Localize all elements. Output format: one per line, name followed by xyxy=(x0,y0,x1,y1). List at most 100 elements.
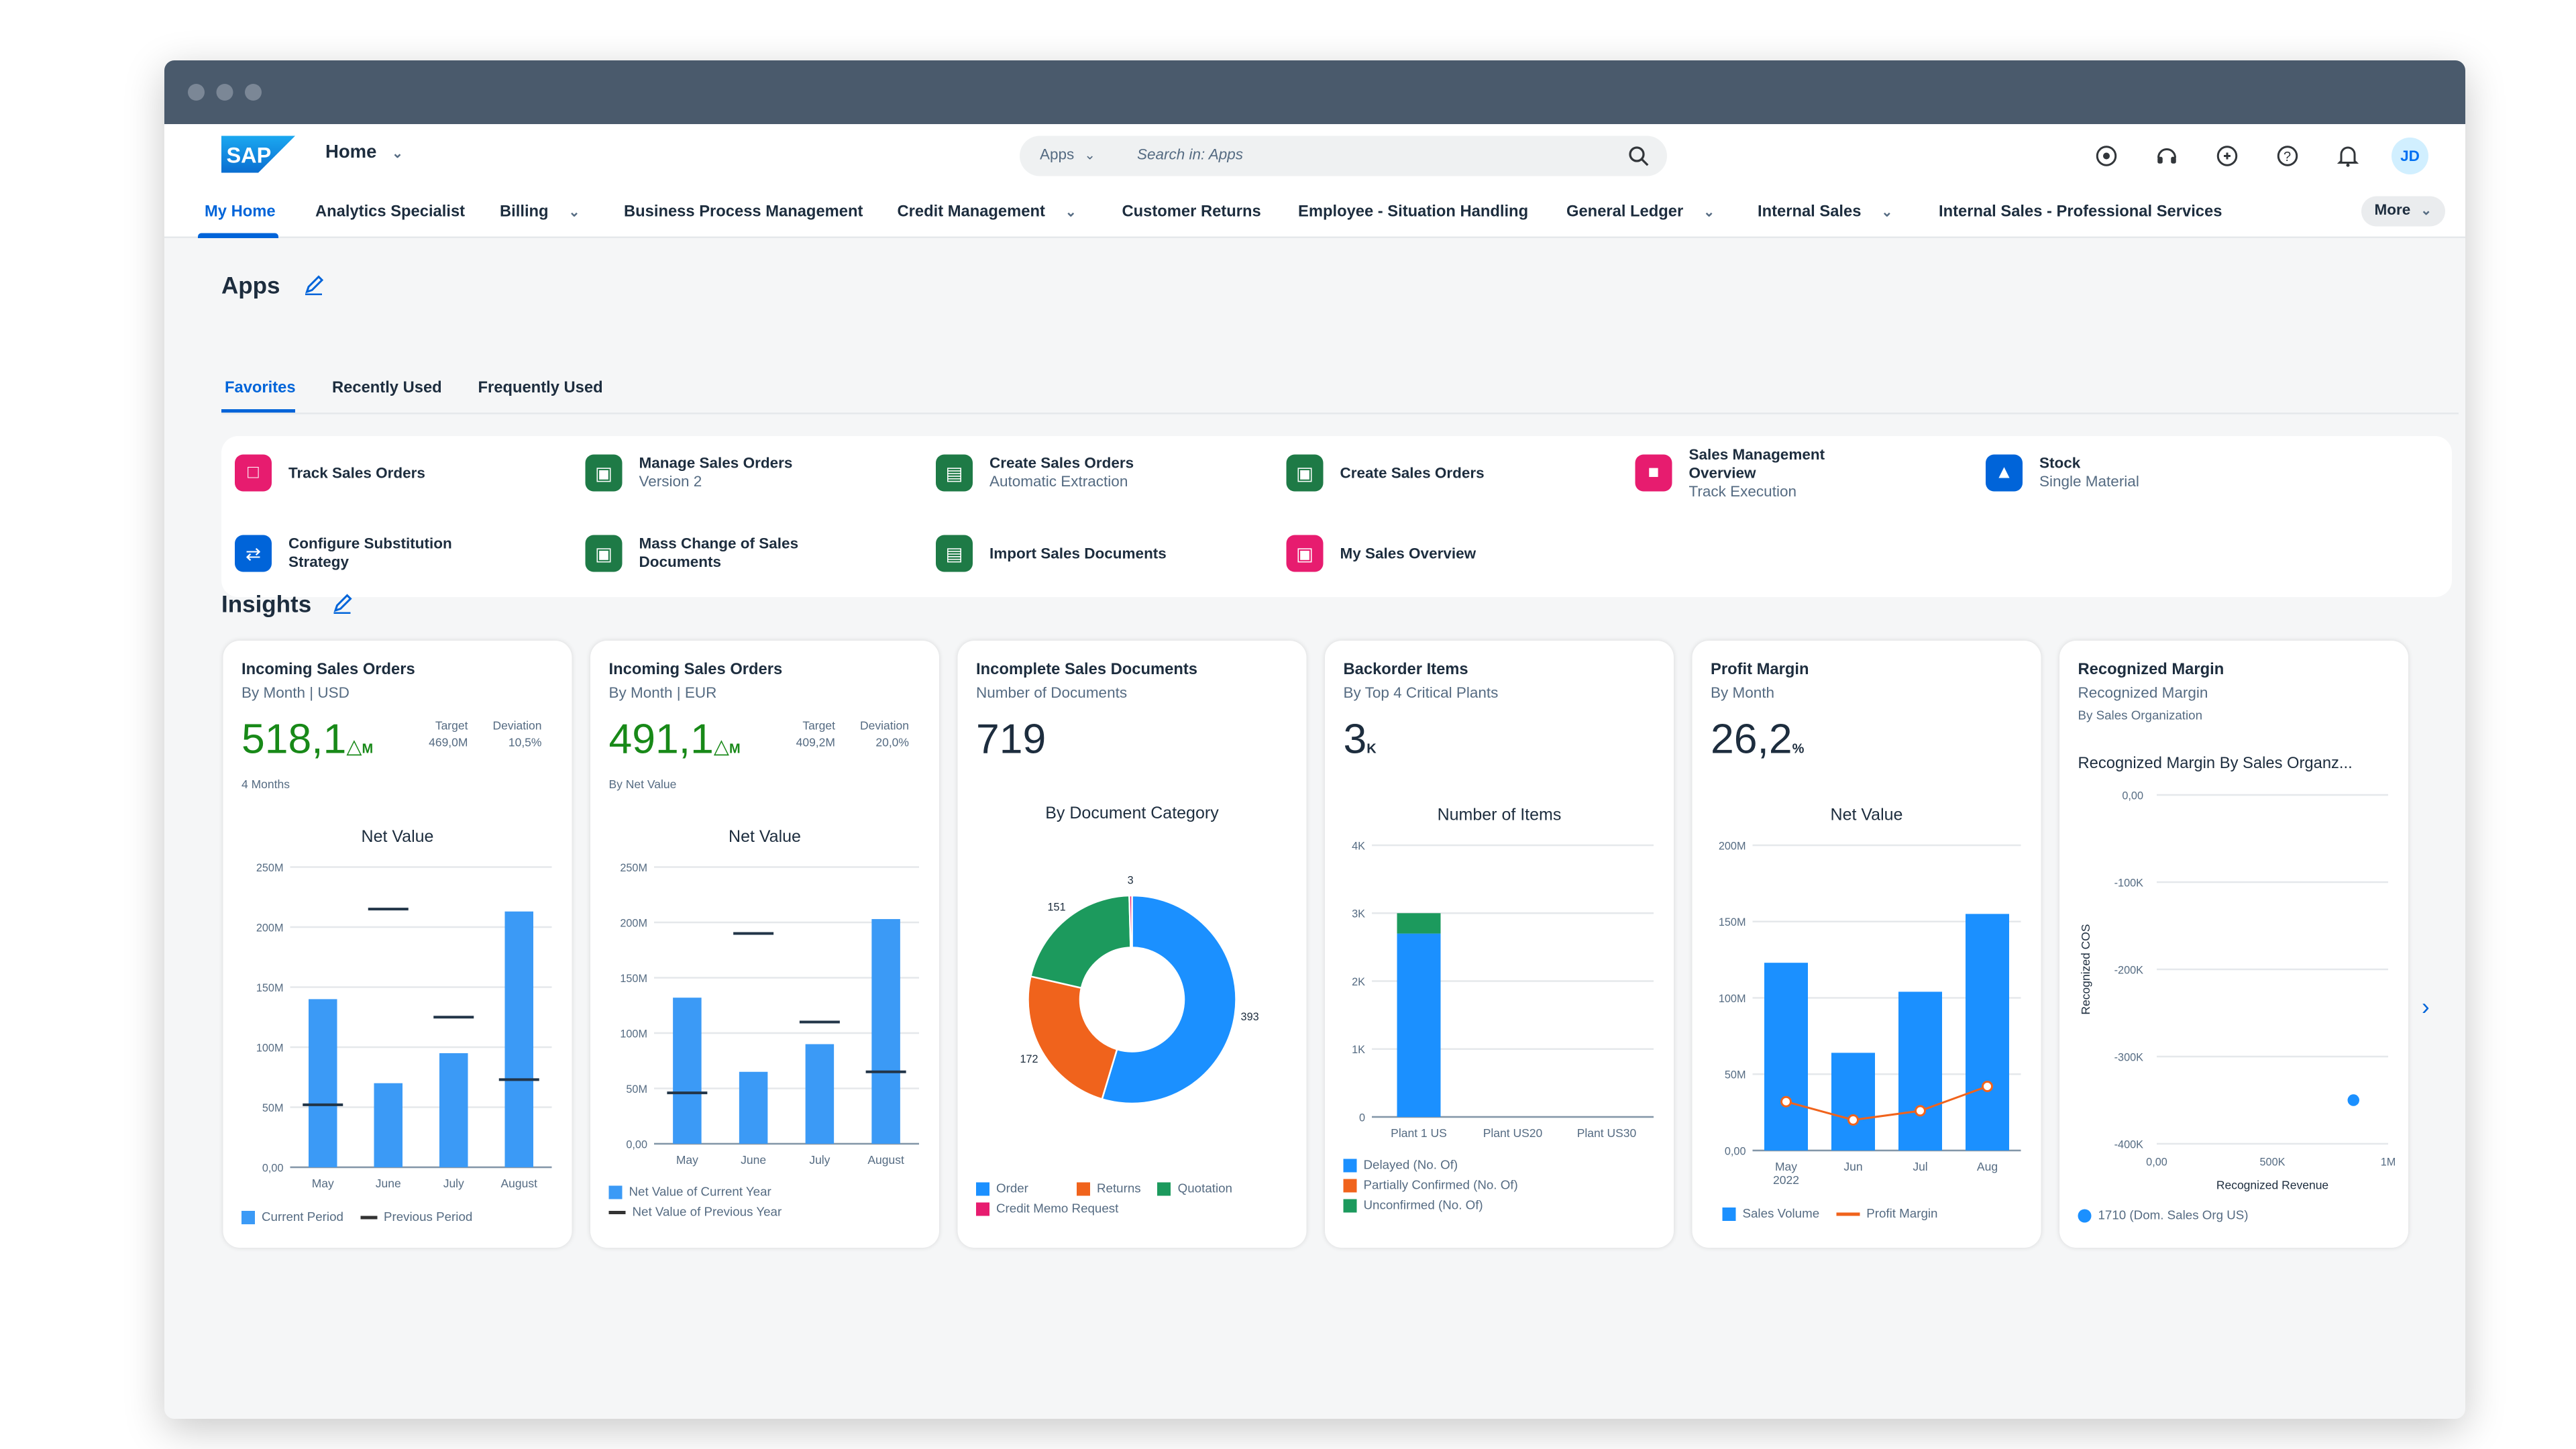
notification-bell-icon[interactable] xyxy=(2331,136,2365,176)
tab-general-ledger[interactable]: General Ledger ⌄ xyxy=(1566,203,1715,222)
y-tick-label: -300K xyxy=(2114,1051,2144,1063)
bar xyxy=(374,1083,402,1167)
app-tile[interactable]: ■ Sales Management Overview Track Executio… xyxy=(1635,445,1971,499)
app-tile[interactable]: ▤ Create Sales Orders Automatic Extraction xyxy=(936,453,1271,493)
avatar[interactable]: JD xyxy=(2392,138,2428,174)
donut-chart: 393 172 151 3 xyxy=(1020,875,1259,1105)
chart-title: Recognized Margin By Sales Organz... xyxy=(2078,755,2353,773)
app-title: Track Sales Orders xyxy=(288,464,425,481)
card-subtitle: By Top 4 Critical Plants xyxy=(1343,684,1499,701)
apps-section-title: Apps xyxy=(221,272,280,299)
card-title: Backorder Items xyxy=(1343,661,1468,680)
joule-icon[interactable] xyxy=(2210,136,2244,176)
search-bar[interactable]: Apps ⌄ Search in: Apps xyxy=(1020,136,1667,176)
help-icon[interactable]: ? xyxy=(2271,136,2304,176)
chart-legend: 1710 (Dom. Sales Org US) xyxy=(2078,1208,2249,1223)
x-tick-label: Plant 1 US xyxy=(1391,1126,1447,1140)
insight-card-incomplete-sales-documents[interactable]: Incomplete Sales Documents Number of Doc… xyxy=(957,641,1307,1248)
card-subtitle: By Month | EUR xyxy=(608,684,717,701)
app-title: My Sales Overview xyxy=(1340,544,1477,561)
app-tile[interactable]: □ Track Sales Orders xyxy=(235,453,570,493)
bar xyxy=(673,998,702,1144)
home-menu[interactable]: Home ⌄ xyxy=(325,143,403,163)
y-tick-label: 200M xyxy=(620,917,647,929)
kpi-target: Target 409,2M xyxy=(796,721,835,750)
insight-card-incoming-sales-orders-eur[interactable]: Incoming Sales Orders By Month | EUR 491… xyxy=(590,641,939,1248)
edit-pencil-icon[interactable] xyxy=(332,594,352,614)
coach-icon[interactable] xyxy=(2090,136,2123,176)
y-tick-label: 50M xyxy=(1725,1069,1746,1081)
kpi-footnote: 4 Months xyxy=(241,780,290,792)
legend-item: Partially Confirmed (No. Of) xyxy=(1343,1177,1518,1193)
app-tile[interactable]: ▤ Import Sales Documents xyxy=(936,533,1271,574)
sap-logo[interactable]: SAP xyxy=(221,136,295,173)
x-tick-label: 1M xyxy=(2381,1157,2396,1169)
tab-customer-returns[interactable]: Customer Returns xyxy=(1122,203,1261,222)
y-tick-label: 150M xyxy=(1719,916,1746,928)
app-tile[interactable]: ▣ Create Sales Orders xyxy=(1286,453,1622,493)
tab-billing[interactable]: Billing ⌄ xyxy=(500,203,580,222)
tab-favorites[interactable]: Favorites xyxy=(225,379,296,398)
bar xyxy=(504,911,533,1167)
card-title: Incoming Sales Orders xyxy=(608,661,783,680)
chevron-right-icon[interactable]: › xyxy=(2422,993,2430,1020)
app-title: Configure Substitution Strategy xyxy=(288,535,452,571)
chart-title: Net Value xyxy=(1830,806,1903,826)
chevron-down-icon: ⌄ xyxy=(1703,205,1715,220)
bar xyxy=(1397,933,1441,1117)
insight-card-recognized-margin[interactable]: Recognized Margin Recognized Margin By S… xyxy=(2059,641,2408,1248)
edit-pencil-icon[interactable] xyxy=(304,275,324,295)
tab-internal-sales[interactable]: Internal Sales ⌄ xyxy=(1758,203,1893,222)
series-line xyxy=(1786,1085,1988,1122)
chevron-down-icon: ⌄ xyxy=(392,146,403,162)
kpi-value: 26,2% xyxy=(1711,716,1805,763)
top-navigation: My Home Analytics Specialist Billing ⌄ Bu… xyxy=(164,188,2465,238)
tab-analytics-specialist[interactable]: Analytics Specialist xyxy=(315,203,466,222)
search-input[interactable]: Search in: Apps xyxy=(1137,146,1244,163)
scatter-point xyxy=(2347,1094,2359,1106)
tab-credit-management[interactable]: Credit Management ⌄ xyxy=(897,203,1077,222)
app-tile[interactable]: ▣ My Sales Overview xyxy=(1286,533,1622,574)
app-tile[interactable]: ▣ Mass Change of Sales Documents xyxy=(585,533,921,574)
kpi-deviation: Deviation 20,0% xyxy=(860,721,909,750)
app-title: Stock xyxy=(2039,454,2081,472)
tab-my-home[interactable]: My Home xyxy=(205,203,276,222)
app-subtitle: Automatic Extraction xyxy=(989,473,1128,490)
chart-legend: Delayed (No. Of) Partially Confirmed (No… xyxy=(1343,1157,1518,1213)
legend-item: Returns xyxy=(1077,1181,1141,1196)
app-tile[interactable]: ⇄ Configure Substitution Strategy xyxy=(235,533,570,574)
search-icon[interactable] xyxy=(1627,144,1650,168)
chart-title: Number of Items xyxy=(1437,806,1562,826)
insight-card-profit-margin[interactable]: Profit Margin By Month 26,2% Net Value 2… xyxy=(1692,641,2041,1248)
window-close-dot[interactable] xyxy=(188,84,205,101)
tab-business-process-management[interactable]: Business Process Management xyxy=(624,203,863,222)
tab-employee-situation-handling[interactable]: Employee - Situation Handling xyxy=(1298,203,1529,222)
tab-internal-sales-professional-services[interactable]: Internal Sales - Professional Services xyxy=(1939,203,2222,222)
x-tick-label: August xyxy=(501,1177,538,1190)
insight-card-incoming-sales-orders-usd[interactable]: Incoming Sales Orders By Month | USD 518… xyxy=(223,641,572,1248)
card-title: Profit Margin xyxy=(1711,661,1809,680)
ai-assistant-icon[interactable] xyxy=(2150,136,2184,176)
chevron-down-icon: ⌄ xyxy=(1065,205,1077,220)
shell-bar: SAP Home ⌄ Apps ⌄ Search in: Apps ? JD xyxy=(164,124,2465,188)
line-point xyxy=(1847,1114,1859,1126)
more-tabs-button[interactable]: More ⌄ xyxy=(2361,196,2445,227)
y-tick-label: 0,00 xyxy=(262,1162,284,1174)
app-tile[interactable]: ▣ Manage Sales Orders Version 2 xyxy=(585,453,921,493)
app-icon: ▲ xyxy=(1986,454,2023,492)
kpi-value: 719 xyxy=(976,716,1046,763)
y-tick-label: 250M xyxy=(620,862,647,874)
line-point xyxy=(1981,1080,1993,1092)
app-tile[interactable]: ▲ Stock Single Material xyxy=(1986,453,2321,493)
legend-item: Net Value of Previous Year xyxy=(608,1204,782,1220)
tab-frequently-used[interactable]: Frequently Used xyxy=(478,379,603,398)
insight-card-backorder-items[interactable]: Backorder Items By Top 4 Critical Plants… xyxy=(1325,641,1674,1248)
window-maximize-dot[interactable] xyxy=(245,84,262,101)
tab-recently-used[interactable]: Recently Used xyxy=(332,379,442,398)
kpi-deviation: Deviation 10,5% xyxy=(492,721,542,750)
card-subtitle: By Month xyxy=(1711,684,1775,701)
window-minimize-dot[interactable] xyxy=(216,84,233,101)
insights-section-title: Insights xyxy=(221,590,312,617)
search-scope-select[interactable]: Apps ⌄ xyxy=(1040,146,1096,163)
